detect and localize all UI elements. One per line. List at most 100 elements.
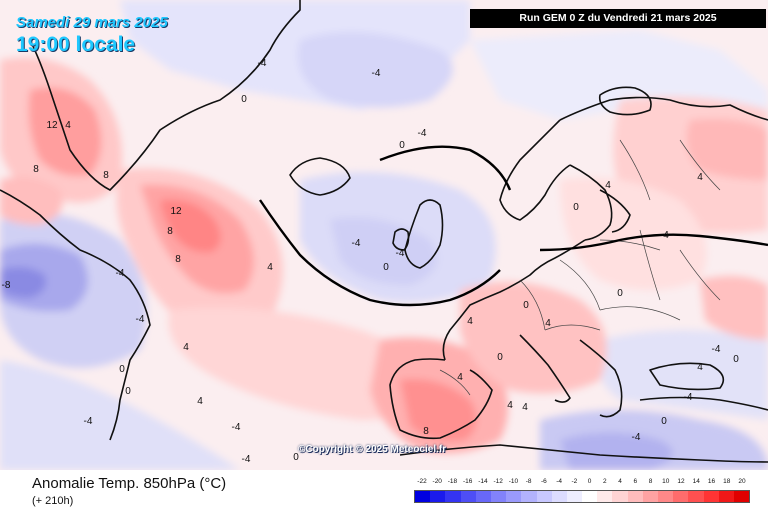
- contour-label: 4: [457, 372, 463, 383]
- coastlines: [0, 0, 768, 463]
- contour-label: 0: [293, 452, 299, 463]
- legend-label: -6: [541, 478, 547, 485]
- legend-swatch: [521, 491, 537, 502]
- contour-label: 8: [103, 170, 109, 181]
- legend-label: 18: [723, 478, 731, 485]
- legend-swatch: [597, 491, 613, 502]
- legend-swatch: [642, 491, 658, 502]
- legend-label: -22: [417, 478, 427, 485]
- legend-swatch: [703, 491, 719, 502]
- contour-label: 4: [467, 316, 473, 327]
- contour-label: 4: [663, 230, 669, 241]
- legend-swatch: [566, 491, 583, 502]
- contour-label: 0: [497, 352, 503, 363]
- contour-label: 4: [605, 180, 611, 191]
- contour-label: 0: [523, 300, 529, 311]
- contour-label: -4: [258, 58, 267, 69]
- valid-time: 19:00 locale: [16, 33, 136, 56]
- contour-label: 0: [241, 94, 247, 105]
- contour-label: 4: [197, 396, 203, 407]
- legend-label: -12: [493, 478, 503, 485]
- contour-label: -8: [2, 280, 11, 291]
- contour-label: 4: [697, 362, 703, 373]
- contour-label: 0: [617, 288, 623, 299]
- legend-swatch: [536, 491, 552, 502]
- legend-label: 6: [633, 478, 638, 485]
- contour-label: 4: [697, 172, 703, 183]
- contour-label: -4: [136, 314, 145, 325]
- contour-label: 4: [507, 400, 513, 411]
- anomaly-fill: [0, 0, 768, 470]
- legend-swatch: [415, 491, 431, 502]
- contour-label: -4: [84, 416, 93, 427]
- legend-swatch: [460, 491, 476, 502]
- legend-label: 8: [648, 478, 653, 485]
- legend-label: -2: [571, 478, 578, 485]
- contour-label: 0: [119, 364, 125, 375]
- contour-label: 0: [733, 354, 739, 365]
- contour-label: 0: [399, 140, 405, 151]
- contour-label: -4: [372, 68, 381, 79]
- contour-label: 4: [545, 318, 551, 329]
- legend-swatch: [673, 491, 689, 502]
- contour-label: 4: [183, 342, 189, 353]
- color-legend: -22 -20 -18 -16 -14 -12 -10 -8 -6 -4 -2 0 2 4 6 8 10 12 14…: [414, 478, 750, 506]
- legend-label: 4: [618, 478, 622, 485]
- legend-label: 10: [662, 478, 670, 485]
- legend-swatch: [627, 491, 643, 502]
- legend-label: 2: [603, 478, 607, 485]
- legend-swatch: [430, 491, 446, 502]
- contour-labels: 12 48881284-4-8-440-4-40-40-4-40-4044404-…: [2, 58, 740, 465]
- contour-label: -4: [712, 344, 721, 355]
- contour-label: 8: [167, 226, 173, 237]
- contour-label: -4: [396, 248, 405, 259]
- contour-label: -4: [352, 238, 361, 249]
- valid-date: Samedi 29 mars 2025: [16, 14, 168, 31]
- legend-label: 16: [707, 478, 716, 485]
- legend-swatch: [718, 491, 734, 502]
- legend-label: -18: [447, 478, 458, 485]
- legend-swatch: [658, 491, 674, 502]
- contour-label: 12: [170, 206, 182, 217]
- contour-label: 4: [65, 120, 71, 131]
- legend-swatch: [506, 491, 522, 502]
- legend-labels: -22 -20 -18 -16 -14 -12 -10 -8 -6 -4 -2 0 2 4 6 8 10 12 14…: [414, 478, 750, 490]
- contour-label: 0: [661, 416, 667, 427]
- legend-label: 12: [677, 478, 685, 485]
- contour-label: -4: [242, 454, 251, 465]
- footer: Anomalie Temp. 850hPa (°C) (+ 210h) -22-…: [0, 470, 768, 512]
- contour-label: 0: [573, 202, 579, 213]
- contour-label: 12: [46, 120, 58, 131]
- legend-swatch: [551, 491, 567, 502]
- anomaly-map: 12 4 8 8 8 12 8 4 -4 -8 -4 4 0 -4 -4 0 -4 0 -4 -4 0 -4 0 4 4 4 0 4-…: [0, 0, 768, 470]
- contour-label: -4: [232, 422, 241, 433]
- legend-label: 14: [692, 478, 700, 485]
- field-title: Anomalie Temp. 850hPa (°C): [32, 475, 227, 492]
- contour-label: 4: [267, 262, 273, 273]
- legend-label: 0: [587, 478, 592, 485]
- copyright: ©Copyright © 2025 Meteociel.fr: [298, 444, 447, 455]
- contour-label: 0: [383, 262, 389, 273]
- legend-swatch: [582, 491, 598, 502]
- legend-label: -10: [508, 478, 519, 485]
- contour-label: -4: [418, 128, 427, 139]
- legend-label: 20: [738, 478, 746, 485]
- map-canvas: 12 48881284-4-8-440-4-40-40-4-40-4044404-…: [0, 0, 768, 470]
- legend-label: -16: [463, 478, 473, 485]
- contour-label: -4: [632, 432, 641, 443]
- contour-label: 8: [175, 254, 181, 265]
- contour-label: -4: [684, 392, 693, 403]
- legend-label: -4: [556, 478, 563, 485]
- contour-label: -4: [116, 268, 125, 279]
- legend-label: -8: [525, 478, 532, 485]
- legend-swatch: [475, 491, 491, 502]
- legend-swatch: [612, 491, 628, 502]
- legend-swatch: [445, 491, 461, 502]
- contour-label: 0: [125, 386, 131, 397]
- zero-contours: [259, 145, 768, 307]
- legend-label: -20: [432, 478, 442, 485]
- legend-swatch: [688, 491, 704, 502]
- run-banner: Run GEM 0 Z du Vendredi 21 mars 2025: [470, 9, 766, 28]
- contour-label: 8: [33, 164, 39, 175]
